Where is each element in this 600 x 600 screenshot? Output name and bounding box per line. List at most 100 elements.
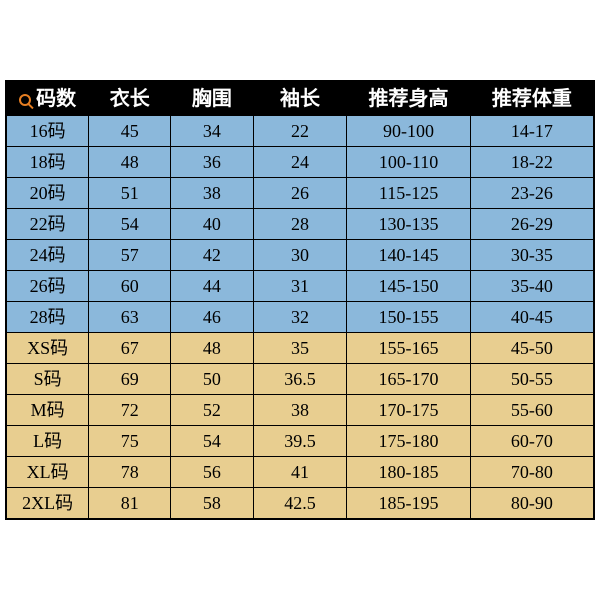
table-row: 20码513826115-12523-26 xyxy=(7,178,594,209)
header-length: 衣长 xyxy=(89,82,171,116)
table-cell: 140-145 xyxy=(347,240,470,271)
table-cell: 34 xyxy=(171,116,253,147)
table-cell: 48 xyxy=(171,333,253,364)
table-cell: 70-80 xyxy=(470,457,593,488)
table-cell: 130-135 xyxy=(347,209,470,240)
table-cell: M码 xyxy=(7,395,89,426)
table-row: 26码604431145-15035-40 xyxy=(7,271,594,302)
table-cell: 56 xyxy=(171,457,253,488)
table-cell: 155-165 xyxy=(347,333,470,364)
table-row: 22码544028130-13526-29 xyxy=(7,209,594,240)
table-row: 2XL码815842.5185-19580-90 xyxy=(7,488,594,519)
table-cell: 23-26 xyxy=(470,178,593,209)
table-cell: 42 xyxy=(171,240,253,271)
search-icon xyxy=(19,88,31,110)
table-cell: 50 xyxy=(171,364,253,395)
table-row: L码755439.5175-18060-70 xyxy=(7,426,594,457)
size-table: 码数 衣长 胸围 袖长 推荐身高 推荐体重 16码45342290-10014-… xyxy=(6,81,594,519)
table-row: 24码574230140-14530-35 xyxy=(7,240,594,271)
table-cell: 14-17 xyxy=(470,116,593,147)
table-cell: 44 xyxy=(171,271,253,302)
table-cell: 45 xyxy=(89,116,171,147)
table-cell: 40-45 xyxy=(470,302,593,333)
table-row: XL码785641180-18570-80 xyxy=(7,457,594,488)
table-row: 28码634632150-15540-45 xyxy=(7,302,594,333)
table-cell: 52 xyxy=(171,395,253,426)
header-row: 码数 衣长 胸围 袖长 推荐身高 推荐体重 xyxy=(7,82,594,116)
table-cell: 18码 xyxy=(7,147,89,178)
table-cell: 18-22 xyxy=(470,147,593,178)
table-cell: 40 xyxy=(171,209,253,240)
table-cell: 22 xyxy=(253,116,347,147)
table-cell: 2XL码 xyxy=(7,488,89,519)
header-sleeve: 袖长 xyxy=(253,82,347,116)
table-cell: 16码 xyxy=(7,116,89,147)
table-cell: 50-55 xyxy=(470,364,593,395)
table-cell: 20码 xyxy=(7,178,89,209)
table-row: S码695036.5165-17050-55 xyxy=(7,364,594,395)
table-cell: XS码 xyxy=(7,333,89,364)
table-cell: 100-110 xyxy=(347,147,470,178)
table-cell: 69 xyxy=(89,364,171,395)
table-cell: 28码 xyxy=(7,302,89,333)
table-cell: 54 xyxy=(171,426,253,457)
table-cell: 38 xyxy=(253,395,347,426)
table-cell: 35-40 xyxy=(470,271,593,302)
header-bust: 胸围 xyxy=(171,82,253,116)
table-row: XS码674835155-16545-50 xyxy=(7,333,594,364)
table-cell: 67 xyxy=(89,333,171,364)
table-cell: 54 xyxy=(89,209,171,240)
table-cell: 51 xyxy=(89,178,171,209)
table-row: 16码45342290-10014-17 xyxy=(7,116,594,147)
table-cell: 90-100 xyxy=(347,116,470,147)
table-cell: 30-35 xyxy=(470,240,593,271)
table-cell: 39.5 xyxy=(253,426,347,457)
table-cell: 30 xyxy=(253,240,347,271)
table-body: 16码45342290-10014-1718码483624100-11018-2… xyxy=(7,116,594,519)
table-cell: 63 xyxy=(89,302,171,333)
table-cell: 42.5 xyxy=(253,488,347,519)
table-cell: 26 xyxy=(253,178,347,209)
table-cell: 55-60 xyxy=(470,395,593,426)
table-cell: 180-185 xyxy=(347,457,470,488)
table-cell: 175-180 xyxy=(347,426,470,457)
table-cell: 46 xyxy=(171,302,253,333)
table-cell: 41 xyxy=(253,457,347,488)
table-cell: 72 xyxy=(89,395,171,426)
table-cell: 150-155 xyxy=(347,302,470,333)
table-cell: XL码 xyxy=(7,457,89,488)
table-cell: S码 xyxy=(7,364,89,395)
table-cell: 36.5 xyxy=(253,364,347,395)
table-cell: L码 xyxy=(7,426,89,457)
table-cell: 60 xyxy=(89,271,171,302)
table-cell: 78 xyxy=(89,457,171,488)
table-cell: 185-195 xyxy=(347,488,470,519)
table-cell: 31 xyxy=(253,271,347,302)
header-size-label: 码数 xyxy=(36,88,76,110)
table-cell: 80-90 xyxy=(470,488,593,519)
table-cell: 36 xyxy=(171,147,253,178)
table-cell: 28 xyxy=(253,209,347,240)
table-cell: 24码 xyxy=(7,240,89,271)
table-cell: 115-125 xyxy=(347,178,470,209)
table-cell: 60-70 xyxy=(470,426,593,457)
table-cell: 48 xyxy=(89,147,171,178)
table-row: M码725238170-17555-60 xyxy=(7,395,594,426)
header-height: 推荐身高 xyxy=(347,82,470,116)
table-cell: 24 xyxy=(253,147,347,178)
table-cell: 81 xyxy=(89,488,171,519)
size-chart-table: 码数 衣长 胸围 袖长 推荐身高 推荐体重 16码45342290-10014-… xyxy=(5,80,595,520)
table-cell: 35 xyxy=(253,333,347,364)
table-cell: 32 xyxy=(253,302,347,333)
table-cell: 45-50 xyxy=(470,333,593,364)
table-cell: 38 xyxy=(171,178,253,209)
header-size: 码数 xyxy=(7,82,89,116)
table-cell: 22码 xyxy=(7,209,89,240)
table-cell: 26-29 xyxy=(470,209,593,240)
table-cell: 170-175 xyxy=(347,395,470,426)
table-cell: 75 xyxy=(89,426,171,457)
table-cell: 145-150 xyxy=(347,271,470,302)
header-weight: 推荐体重 xyxy=(470,82,593,116)
table-cell: 57 xyxy=(89,240,171,271)
table-row: 18码483624100-11018-22 xyxy=(7,147,594,178)
